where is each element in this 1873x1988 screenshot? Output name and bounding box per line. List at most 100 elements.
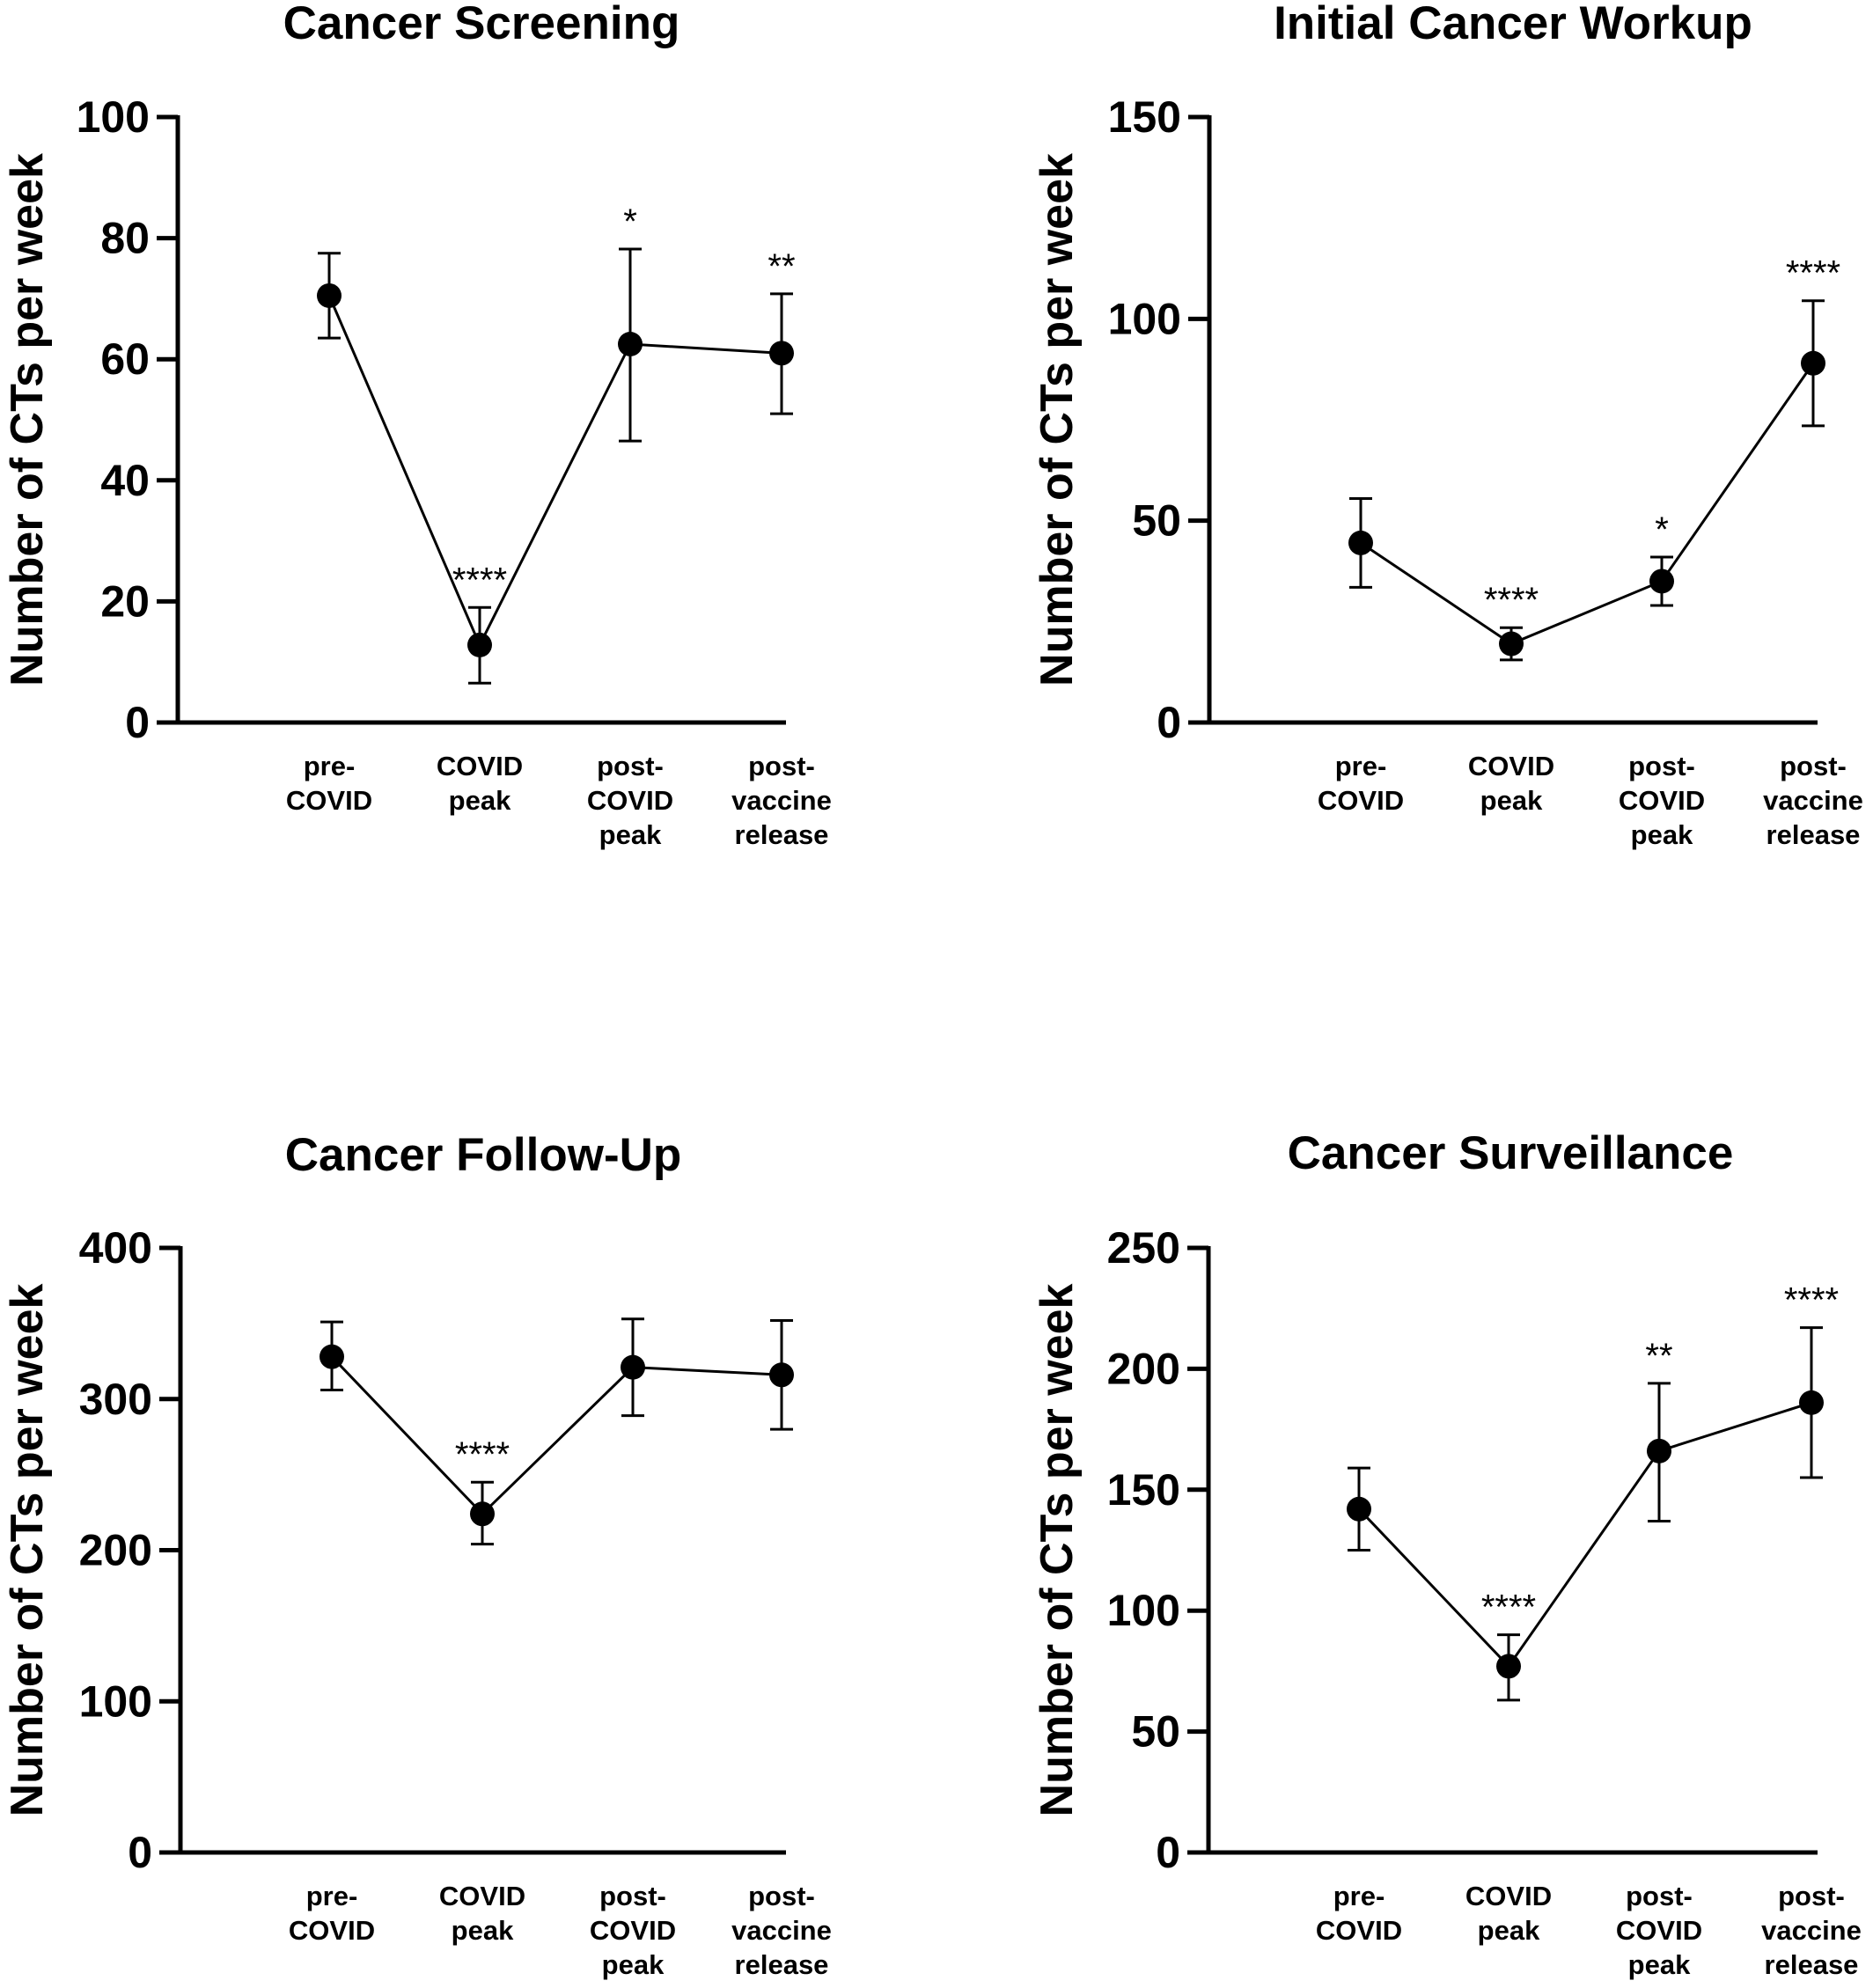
x-tick-label: post- COVID peak: [590, 1881, 676, 1980]
series-line: [1357, 1401, 1812, 1669]
x-tick-label-line: post-: [1626, 1881, 1693, 1911]
significance-marker: ****: [1786, 254, 1840, 293]
x-tick-label-line: COVID: [1316, 1915, 1402, 1946]
data-point: [621, 1354, 645, 1380]
data-point: [769, 341, 794, 366]
x-tick-label-line: COVID: [1619, 785, 1705, 816]
y-tick-label: 0: [125, 698, 150, 747]
chart-title: Cancer Screening: [283, 0, 680, 49]
y-tick-label: 300: [79, 1375, 152, 1424]
chart-panel-3: Cancer Follow-Up Number of CTs per week 0 1…: [2, 1129, 832, 1980]
x-tick-label: post- COVID peak: [587, 751, 673, 850]
data-point: [470, 1501, 495, 1527]
x-tick-label-line: pre-: [304, 751, 356, 781]
data-point: [1496, 1654, 1521, 1679]
x-tick-label: pre- COVID: [1316, 1881, 1402, 1946]
series-line: [327, 295, 782, 649]
data-point: [1348, 530, 1373, 555]
y-axis-label: Number of CTs per week: [2, 153, 53, 686]
x-tick-label: post-vaccine release: [1763, 751, 1863, 850]
y-tick-label: 20: [100, 576, 150, 626]
x-tick-label-line: pre-: [306, 1881, 358, 1911]
x-tick-label-line: COVID: [1616, 1915, 1702, 1946]
x-tick-label-line: pre-: [1333, 1881, 1385, 1911]
significance-marker: ****: [455, 1435, 510, 1474]
x-tick-label: COVID peak: [439, 1881, 525, 1946]
series-line: [1360, 362, 1815, 646]
y-tick-label: 100: [79, 1676, 152, 1726]
data-point: [1799, 1390, 1824, 1415]
x-tick-label: pre- COVID: [289, 1881, 375, 1946]
x-tick-label-line: pre-: [1335, 751, 1387, 781]
significance-marker: **: [768, 247, 795, 286]
significance-marker: **: [1645, 1337, 1672, 1375]
data-point: [1347, 1496, 1371, 1522]
x-tick-label-line: COVID: [587, 785, 673, 816]
chart-panel-1: Cancer Screening Number of CTs per week 0 2…: [2, 0, 832, 850]
x-tick-label-line: COVID: [590, 1915, 676, 1946]
x-tick-label-line: COVID: [289, 1915, 375, 1946]
significance-marker: ****: [1784, 1281, 1839, 1320]
y-axis-label: Number of CTs per week: [2, 1284, 53, 1817]
x-tick-label-line: release: [735, 819, 829, 850]
y-tick-label: 200: [79, 1526, 152, 1575]
y-tick-label: 80: [100, 214, 150, 263]
x-tick-label: post-vaccine release: [731, 751, 832, 850]
x-tick-label-line: post-: [1780, 751, 1847, 781]
chart-title: Cancer Surveillance: [1288, 1127, 1734, 1179]
x-tick-label-line: COVID: [286, 785, 372, 816]
x-tick-label-line: peak: [1478, 1915, 1540, 1946]
x-tick-label-line: release: [735, 1949, 829, 1980]
x-tick-label-line: COVID: [1318, 785, 1404, 816]
y-tick-label: 150: [1108, 92, 1181, 142]
chart-panel-2: Initial Cancer Workup Number of CTs per w…: [1032, 0, 1863, 850]
y-tick-label: 100: [1108, 294, 1181, 343]
x-tick-label: post- COVID peak: [1619, 751, 1705, 850]
x-tick-label-line: release: [1765, 1949, 1859, 1980]
x-tick-label-line: vaccine: [731, 785, 832, 816]
x-tick-label-line: COVID: [1468, 751, 1554, 781]
x-tick-label: COVID peak: [1468, 751, 1554, 816]
data-point: [618, 332, 643, 356]
significance-marker: ****: [452, 561, 507, 599]
significance-marker: ****: [1481, 1588, 1536, 1627]
x-tick-label-line: post-: [748, 751, 815, 781]
y-tick-label: 0: [1156, 1828, 1180, 1877]
data-point: [1801, 350, 1825, 376]
data-point: [769, 1362, 794, 1388]
data-point: [320, 1344, 344, 1369]
y-tick-label: 150: [1107, 1465, 1180, 1515]
y-tick-label: 60: [100, 334, 150, 384]
series-line: [330, 1355, 782, 1516]
y-tick-label: 50: [1131, 1707, 1180, 1757]
data-point: [1647, 1438, 1671, 1463]
x-tick-label: COVID peak: [437, 751, 523, 816]
x-tick-label-line: peak: [1628, 1949, 1691, 1980]
x-tick-label: pre- COVID: [1318, 751, 1404, 816]
x-tick-label: post- COVID peak: [1616, 1881, 1702, 1980]
y-tick-label: 100: [1107, 1586, 1180, 1635]
chart-title: Initial Cancer Workup: [1274, 0, 1752, 49]
data-point: [317, 282, 342, 308]
data-point: [1649, 569, 1674, 594]
x-tick-label-line: post-: [1778, 1881, 1845, 1911]
x-tick-label-line: peak: [1631, 819, 1693, 850]
x-tick-label: post-vaccine release: [1761, 1881, 1862, 1980]
x-tick-label-line: COVID: [439, 1881, 525, 1911]
x-tick-label-line: vaccine: [1763, 785, 1863, 816]
x-tick-label-line: peak: [602, 1949, 665, 1980]
y-axis-label: Number of CTs per week: [1032, 153, 1083, 686]
x-tick-label-line: release: [1766, 819, 1861, 850]
x-tick-label-line: vaccine: [1761, 1915, 1862, 1946]
significance-marker: ****: [1484, 581, 1539, 620]
x-tick-label-line: vaccine: [731, 1915, 832, 1946]
data-point: [1499, 631, 1524, 657]
y-axis-label: Number of CTs per week: [1032, 1284, 1083, 1817]
x-tick-label-line: peak: [599, 819, 662, 850]
x-tick-label: post-vaccine release: [731, 1881, 832, 1980]
x-tick-label: pre- COVID: [286, 751, 372, 816]
y-tick-label: 400: [79, 1223, 152, 1273]
x-tick-label-line: peak: [1480, 785, 1543, 816]
x-tick-label-line: peak: [449, 785, 511, 816]
